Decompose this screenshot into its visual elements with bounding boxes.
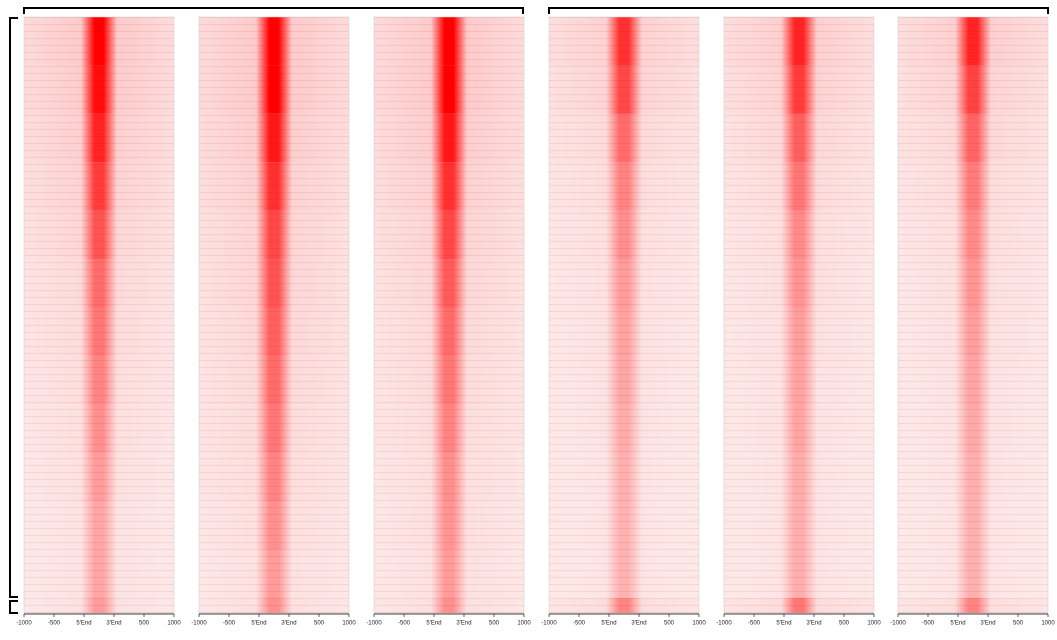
x-tick-label: 500 [664,621,675,627]
x-tick-label: 1000 [342,621,356,627]
x-tick-label: -500 [223,621,236,627]
x-tick-label: 1000 [1041,621,1055,627]
x-tick-label: 1000 [517,621,531,627]
cluster-bracket [9,600,18,614]
panel-border [373,16,525,614]
heatmap-texture [549,17,699,613]
x-tick-label: 3'End [631,621,646,627]
x-tick-label: -500 [922,621,935,627]
x-tick-label: 5'End [426,621,441,627]
x-tick-label: 500 [314,621,325,627]
group-bracket [23,7,524,14]
cluster-bracket [9,17,18,598]
x-tick-label: 3'End [980,621,995,627]
x-tick-label: 3'End [106,621,121,627]
x-tick-label: 3'End [806,621,821,627]
x-tick-label: 1000 [692,621,706,627]
x-tick-label: 5'End [776,621,791,627]
heatmap-texture [724,17,874,613]
x-tick-label: 500 [489,621,500,627]
heatmap-texture [374,17,524,613]
x-tick-label: 500 [139,621,150,627]
x-tick-label: 3'End [281,621,296,627]
heatmap-texture [898,17,1048,613]
group-bracket [548,7,1049,14]
x-tick-label: -500 [573,621,586,627]
panel-border [23,16,175,614]
panel-border [198,16,350,614]
x-tick-label: -1000 [366,621,382,627]
x-tick-label: -1000 [716,621,732,627]
x-tick-label: 5'End [251,621,266,627]
x-tick-label: 500 [839,621,850,627]
heatmap-texture [199,17,349,613]
panel-border [897,16,1049,614]
x-tick-label: -1000 [890,621,906,627]
x-tick-label: 1000 [867,621,881,627]
heatmap-texture [24,17,174,613]
x-tick-label: 1000 [167,621,181,627]
x-tick-label: 5'End [76,621,91,627]
panel-border [548,16,700,614]
x-tick-label: 5'End [601,621,616,627]
x-tick-label: -500 [748,621,761,627]
x-tick-label: 500 [1013,621,1024,627]
x-tick-label: -500 [398,621,411,627]
panel-border [723,16,875,614]
x-tick-label: 3'End [456,621,471,627]
x-tick-label: -1000 [16,621,32,627]
x-tick-label: -1000 [541,621,557,627]
x-tick-label: 5'End [950,621,965,627]
x-tick-label: -500 [48,621,61,627]
x-tick-label: -1000 [191,621,207,627]
